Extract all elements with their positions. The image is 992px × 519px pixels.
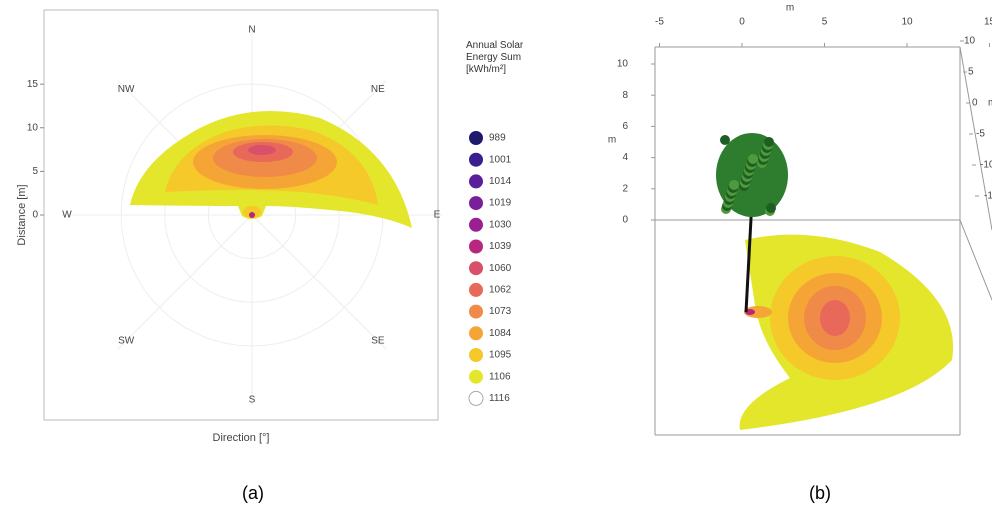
y-tick-label: 10	[27, 122, 39, 133]
legend-label: 1060	[489, 263, 512, 274]
y-tick-label: 5	[32, 166, 38, 177]
y-tick-label: 6	[622, 121, 628, 132]
x-tick-label: 10	[901, 17, 913, 28]
legend-label: 989	[489, 133, 506, 144]
y-axis-label: m	[608, 135, 616, 146]
legend-swatch	[469, 348, 483, 362]
z-tick-label: 10	[964, 36, 976, 47]
y-axis-label: Distance [m]	[16, 184, 28, 245]
z-tick-label: -10	[980, 160, 992, 171]
x-tick-label: 15	[984, 17, 992, 28]
legend-label: 1084	[489, 328, 512, 339]
legend-title-box: Annual Solar Energy Sum [kWh/m²]	[466, 40, 536, 120]
legend-label: 1062	[489, 285, 512, 296]
contour-band	[820, 300, 850, 336]
y-tick-label: 0	[622, 215, 628, 226]
contour-band	[249, 212, 255, 218]
legend-label: 1039	[489, 241, 512, 252]
legend-label: 1001	[489, 154, 512, 165]
legend-label: 1095	[489, 350, 512, 361]
legend-swatch	[469, 240, 483, 254]
legend-swatch	[469, 283, 483, 297]
z-axis-label: m	[988, 98, 992, 109]
legend-swatch	[469, 196, 483, 210]
x-axis-label: m	[786, 3, 794, 14]
y-tick-label: 2	[622, 183, 628, 194]
tree-leaf	[764, 137, 774, 147]
direction-label: N	[248, 25, 255, 36]
legend-swatch	[469, 153, 483, 167]
legend-swatch	[469, 174, 483, 188]
direction-label: W	[62, 210, 72, 221]
z-tick-label: -5	[976, 129, 985, 140]
tree-leaf	[748, 154, 758, 164]
legend-label: 1073	[489, 306, 512, 317]
tree-leaf	[766, 203, 776, 213]
z-tick-label: 0	[972, 98, 978, 109]
tree-leaf	[720, 135, 730, 145]
direction-label: SE	[371, 336, 385, 347]
legend-swatch	[469, 305, 483, 319]
contour-band	[248, 145, 276, 155]
legend-swatch	[469, 218, 483, 232]
legend-swatch	[469, 370, 483, 384]
panel-label: (a)	[242, 483, 264, 503]
y-tick-label: 10	[617, 59, 629, 70]
y-tick-label: 8	[622, 90, 628, 101]
direction-label: NW	[118, 84, 135, 95]
legend-swatch	[469, 326, 483, 340]
direction-label: S	[249, 395, 256, 406]
direction-label: SW	[118, 336, 135, 347]
z-tick-label: 5	[968, 67, 974, 78]
x-tick-label: 0	[739, 17, 745, 28]
legend-label: 1030	[489, 219, 512, 230]
legend-swatch	[469, 391, 483, 405]
x-tick-label: 5	[822, 17, 828, 28]
legend-label: 1106	[489, 371, 511, 382]
tree-leaf	[729, 180, 739, 190]
legend-label: 1116	[489, 393, 510, 404]
direction-label: E	[434, 210, 441, 221]
direction-label: NE	[371, 84, 385, 95]
legend-title: Annual Solar Energy Sum [kWh/m²]	[466, 40, 528, 76]
legend-label: 1014	[489, 176, 512, 187]
figure: Distance [m] Direction [°] Annual Solar …	[0, 0, 992, 519]
legend-label: 1019	[489, 198, 512, 209]
z-tick-label: -15	[984, 191, 992, 202]
y-tick-label: 0	[32, 210, 38, 221]
y-tick-label: 4	[622, 152, 628, 163]
y-tick-label: 15	[27, 79, 39, 90]
legend-swatch	[469, 261, 483, 275]
x-axis-label: Direction [°]	[213, 432, 270, 444]
x-tick-label: -5	[655, 17, 664, 28]
panel-label: (b)	[809, 483, 831, 503]
legend-swatch	[469, 131, 483, 145]
